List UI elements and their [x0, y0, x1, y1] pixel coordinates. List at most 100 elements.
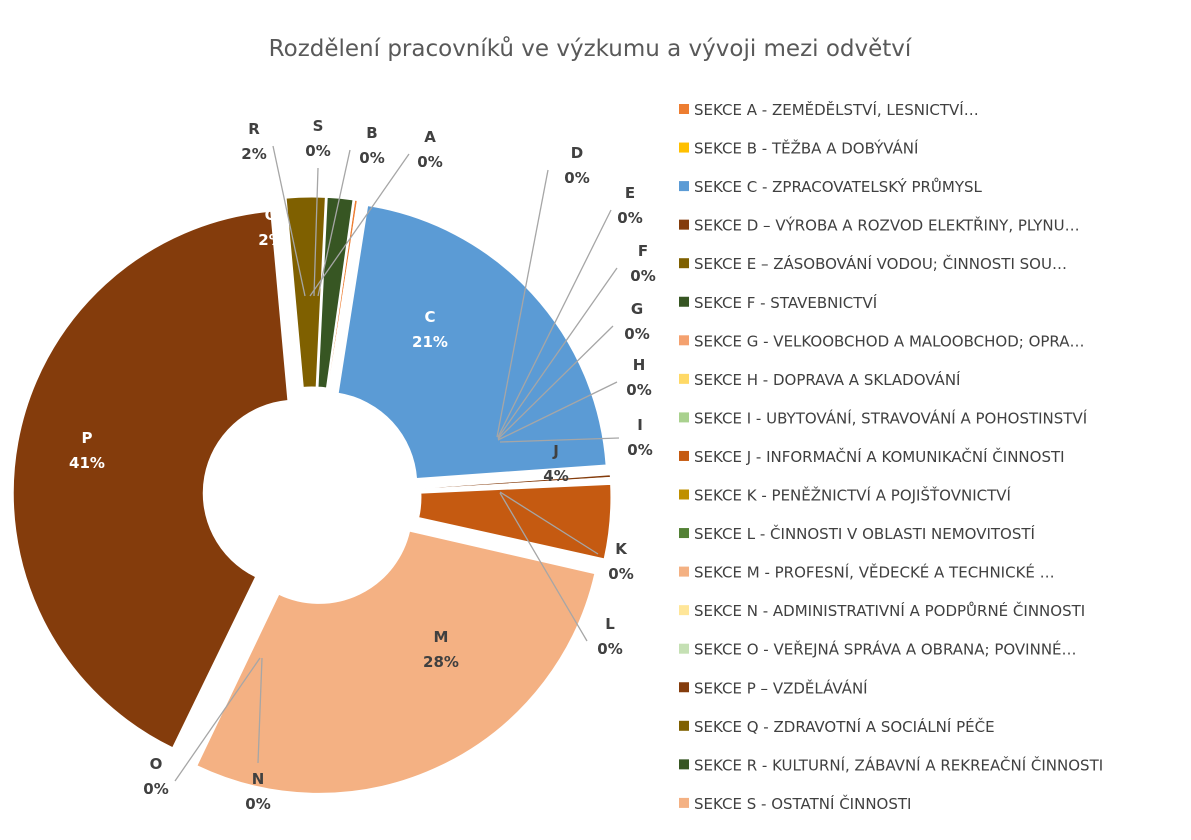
legend-swatch-l — [679, 528, 689, 539]
leader-d — [496, 169, 549, 438]
data-label-percent-k: 0% — [608, 565, 633, 583]
slice-i — [420, 480, 612, 492]
leader-s — [313, 167, 319, 297]
data-label-percent-j: 4% — [543, 467, 568, 485]
legend-item-q: SEKCE Q - ZDRAVOTNÍ A SOCIÁLNÍ PÉČE — [694, 717, 995, 736]
legend-item-l: SEKCE L - ČINNOSTI V OBLASTI NEMOVITOSTÍ — [694, 524, 1035, 543]
slice-p — [12, 210, 289, 749]
data-label-percent-l: 0% — [597, 640, 622, 658]
data-label-code-p: P — [82, 429, 93, 447]
legend-swatch-q — [679, 720, 689, 731]
data-label-percent-h: 0% — [626, 381, 651, 399]
legend-swatch-o — [679, 643, 689, 654]
legend-swatch-p — [679, 682, 689, 693]
leader-e — [497, 209, 612, 438]
legend-swatch-a — [679, 104, 689, 114]
legend-item-d: SEKCE D – VÝROBA A ROZVOD ELEKTŘINY, PLY… — [694, 216, 1080, 235]
data-label-percent-f: 0% — [630, 267, 655, 285]
data-label-code-o: O — [150, 755, 163, 773]
leader-g — [497, 325, 614, 440]
slice-j — [418, 483, 612, 560]
legend-item-p: SEKCE P – VZDĚLÁVÁNÍ — [694, 678, 868, 697]
data-label-code-n: N — [252, 770, 265, 788]
legend-swatch-s — [679, 797, 689, 808]
data-label-percent-i: 0% — [627, 441, 652, 459]
legend-item-b: SEKCE B - TĚŽBA A DOBÝVÁNÍ — [694, 139, 918, 158]
data-label-code-f: F — [638, 242, 648, 260]
legend-item-n: SEKCE N - ADMINISTRATIVNÍ A PODPŮRNÉ ČIN… — [694, 601, 1085, 620]
slice-m — [196, 530, 596, 794]
legend-swatch-h — [679, 373, 689, 384]
data-label-code-l: L — [605, 615, 615, 633]
legend-item-k: SEKCE K - PENĚŽNICTVÍ A POJIŠŤOVNICTVÍ — [694, 486, 1011, 505]
legend-swatch-e — [679, 258, 689, 269]
leader-l — [499, 492, 588, 642]
leader-lines — [174, 145, 620, 782]
data-label-percent-p: 41% — [69, 454, 105, 472]
data-label-percent-n: 0% — [245, 795, 270, 813]
slice-l — [417, 519, 605, 564]
leader-h — [497, 381, 618, 441]
data-label-code-g: G — [631, 300, 643, 318]
data-label-percent-d: 0% — [564, 169, 589, 187]
legend-swatch-d — [679, 219, 689, 230]
legend-item-m: SEKCE M - PROFESNÍ, VĚDECKÉ A TECHNICKÉ … — [694, 563, 1055, 582]
legend-swatch-k — [679, 489, 689, 500]
legend-swatch-i — [679, 412, 689, 423]
slice-r — [317, 196, 354, 389]
leader-f — [497, 267, 618, 439]
leader-n — [257, 657, 263, 764]
data-label-code-k: K — [615, 540, 628, 558]
legend-item-f: SEKCE F - STAVEBNICTVÍ — [694, 293, 877, 312]
data-label-code-j: J — [552, 442, 559, 460]
leader-k — [499, 491, 599, 555]
legend-item-i: SEKCE I - UBYTOVÁNÍ, STRAVOVÁNÍ A POHOST… — [694, 408, 1087, 427]
leader-a — [309, 153, 410, 297]
legend-item-h: SEKCE H - DOPRAVA A SKLADOVÁNÍ — [694, 370, 960, 389]
data-label-percent-o: 0% — [143, 780, 168, 798]
data-label-code-e: E — [625, 184, 635, 202]
data-label-code-a: A — [424, 128, 436, 146]
data-label-percent-e: 0% — [617, 209, 642, 227]
data-label-code-r: R — [248, 120, 260, 138]
legend-item-o: SEKCE O - VEŘEJNÁ SPRÁVA A OBRANA; POVIN… — [694, 640, 1077, 659]
legend-item-a: SEKCE A - ZEMĚDĚLSTVÍ, LESNICTVÍ… — [694, 100, 979, 119]
data-label-percent-q: 2% — [258, 231, 283, 249]
chart-title: Rozdělení pracovníků ve výzkumu a vývoji… — [269, 35, 912, 62]
legend-item-j: SEKCE J - INFORMAČNÍ A KOMUNIKAČNÍ ČINNO… — [694, 447, 1065, 466]
data-label-percent-r: 2% — [241, 145, 266, 163]
slice-s — [326, 199, 356, 389]
legend-swatch-c — [679, 181, 689, 192]
data-label-percent-a: 0% — [417, 153, 442, 171]
legend-swatch-b — [679, 142, 689, 153]
legend-item-e: SEKCE E – ZÁSOBOVÁNÍ VODOU; ČINNOSTI SOU… — [694, 254, 1067, 273]
legend-item-s: SEKCE S - OSTATNÍ ČINNOSTI — [694, 794, 911, 813]
slice-c — [337, 205, 607, 480]
legend-swatch-m — [679, 566, 689, 577]
legend-swatch-r — [679, 759, 689, 770]
data-label-percent-s: 0% — [305, 142, 330, 160]
leader-r — [272, 145, 306, 297]
data-label-percent-g: 0% — [624, 325, 649, 343]
legend: SEKCE A - ZEMĚDĚLSTVÍ, LESNICTVÍ… SEKCE B… — [679, 100, 1103, 813]
legend-swatch-g — [679, 335, 689, 346]
data-label-percent-m: 28% — [423, 653, 459, 671]
data-label-code-d: D — [571, 144, 583, 162]
legend-swatch-j — [679, 450, 689, 461]
data-label-code-c: C — [424, 308, 435, 326]
data-label-code-i: I — [637, 416, 643, 434]
pie-slices — [12, 196, 612, 794]
data-label-code-b: B — [366, 124, 377, 142]
data-label-code-q: Q — [265, 206, 278, 224]
data-label-percent-b: 0% — [359, 149, 384, 167]
data-label-code-h: H — [633, 356, 646, 374]
data-label-code-s: S — [313, 117, 324, 135]
slice-b — [328, 199, 359, 389]
data-label-code-m: M — [434, 628, 449, 646]
leader-i — [499, 437, 620, 443]
legend-item-c: SEKCE C - ZPRACOVATELSKÝ PRŮMYSL — [694, 177, 983, 196]
legend-item-r: SEKCE R - KULTURNÍ, ZÁBAVNÍ A REKREAČNÍ … — [694, 755, 1103, 774]
leader-b — [317, 149, 351, 297]
data-label-percent-c: 21% — [412, 333, 448, 351]
